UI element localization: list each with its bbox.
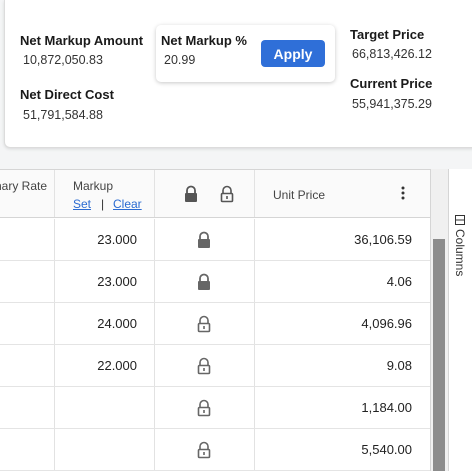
- column-header-lock: [155, 170, 255, 217]
- net-direct-cost-label: Net Direct Cost: [20, 87, 114, 102]
- grid-cell: [0, 219, 55, 260]
- pricing-summary-panel: Net Markup Amount 10,872,050.83 Net Dire…: [4, 0, 472, 148]
- grid-cell: [155, 261, 255, 302]
- unit-price-cell[interactable]: 1,184.00: [361, 400, 412, 415]
- markup-set-link[interactable]: Set: [73, 197, 92, 211]
- net-markup-percent-card: Net Markup % 20.99 Apply: [156, 25, 335, 82]
- unlock-all-icon[interactable]: [219, 185, 235, 208]
- table-row[interactable]: 5,540.00: [0, 429, 430, 471]
- grid-cell: [55, 219, 155, 260]
- columns-tab[interactable]: Columns: [453, 215, 467, 276]
- markup-link-separator: |: [101, 197, 105, 211]
- unit-price-header-label: Unit Price: [273, 188, 326, 202]
- markup-clear-link[interactable]: Clear: [113, 197, 142, 211]
- markup-cell[interactable]: 23.000: [97, 232, 137, 247]
- markup-cell[interactable]: 22.000: [97, 358, 137, 373]
- net-direct-cost-value: 51,791,584.88: [23, 108, 103, 122]
- grid-cell: [55, 261, 155, 302]
- table-row[interactable]: 23.000 4.06: [0, 261, 430, 303]
- net-markup-amount-label: Net Markup Amount: [20, 33, 144, 48]
- unit-price-cell[interactable]: 36,106.59: [354, 232, 412, 247]
- current-price-value: 55,941,375.29: [352, 97, 432, 111]
- line-items-grid: nary Rate Markup Set | Clear: [0, 169, 430, 471]
- net-markup-percent-label: Net Markup %: [161, 33, 247, 48]
- grid-cell: [155, 219, 255, 260]
- unit-price-cell[interactable]: 9.08: [386, 358, 412, 373]
- grid-scrollbar-thumb[interactable]: [433, 239, 445, 471]
- markup-cell[interactable]: 24.000: [97, 316, 137, 331]
- grid-cell: [155, 387, 255, 428]
- column-header-unit-price[interactable]: Unit Price: [255, 170, 430, 217]
- grid-header: nary Rate Markup Set | Clear: [0, 170, 430, 218]
- unit-price-cell[interactable]: 5,540.00: [361, 442, 412, 457]
- grid-cell: [55, 345, 155, 386]
- grid-cell: [155, 429, 255, 470]
- grid-cell: [55, 429, 155, 470]
- table-row[interactable]: 1,184.00: [0, 387, 430, 429]
- current-price-label: Current Price: [350, 76, 433, 91]
- grid-cell: [0, 303, 55, 344]
- grid-cell: [0, 429, 55, 470]
- grid-cell: [0, 387, 55, 428]
- primary-rate-header-label: nary Rate: [0, 179, 47, 193]
- markup-header-label: Markup: [73, 179, 114, 193]
- lock-icon[interactable]: [196, 273, 214, 291]
- lock-all-icon[interactable]: [183, 185, 199, 208]
- grid-cell: [0, 261, 55, 302]
- columns-tab-label: Columns: [453, 229, 467, 277]
- column-menu-icon[interactable]: [400, 186, 406, 205]
- unlock-icon[interactable]: [196, 399, 214, 417]
- grid-cell: [55, 387, 155, 428]
- columns-icon: [453, 215, 467, 225]
- unlock-icon[interactable]: [196, 357, 214, 375]
- grid-cell: [55, 303, 155, 344]
- unit-price-cell[interactable]: 4,096.96: [361, 316, 412, 331]
- target-price-label: Target Price: [350, 27, 425, 42]
- apply-button[interactable]: Apply: [261, 40, 325, 67]
- markup-cell[interactable]: 23.000: [97, 274, 137, 289]
- column-header-primary-rate[interactable]: nary Rate: [0, 170, 55, 217]
- unlock-icon[interactable]: [196, 315, 214, 333]
- side-panel: Columns: [448, 169, 472, 471]
- grid-scrollbar[interactable]: [430, 169, 448, 471]
- grid-cell: [155, 345, 255, 386]
- net-markup-amount-value: 10,872,050.83: [23, 53, 103, 67]
- net-markup-percent-value[interactable]: 20.99: [164, 53, 196, 67]
- target-price-value: 66,813,426.12: [352, 47, 432, 61]
- table-row[interactable]: 22.000 9.08: [0, 345, 430, 387]
- column-header-markup[interactable]: Markup Set | Clear: [55, 170, 155, 217]
- unit-price-cell[interactable]: 4.06: [386, 274, 412, 289]
- grid-cell: [0, 345, 55, 386]
- unlock-icon[interactable]: [196, 441, 214, 459]
- table-row[interactable]: 23.000 36,106.59: [0, 219, 430, 261]
- lock-icon[interactable]: [196, 231, 214, 249]
- table-row[interactable]: 24.000 4,096.96: [0, 303, 430, 345]
- grid-cell: [155, 303, 255, 344]
